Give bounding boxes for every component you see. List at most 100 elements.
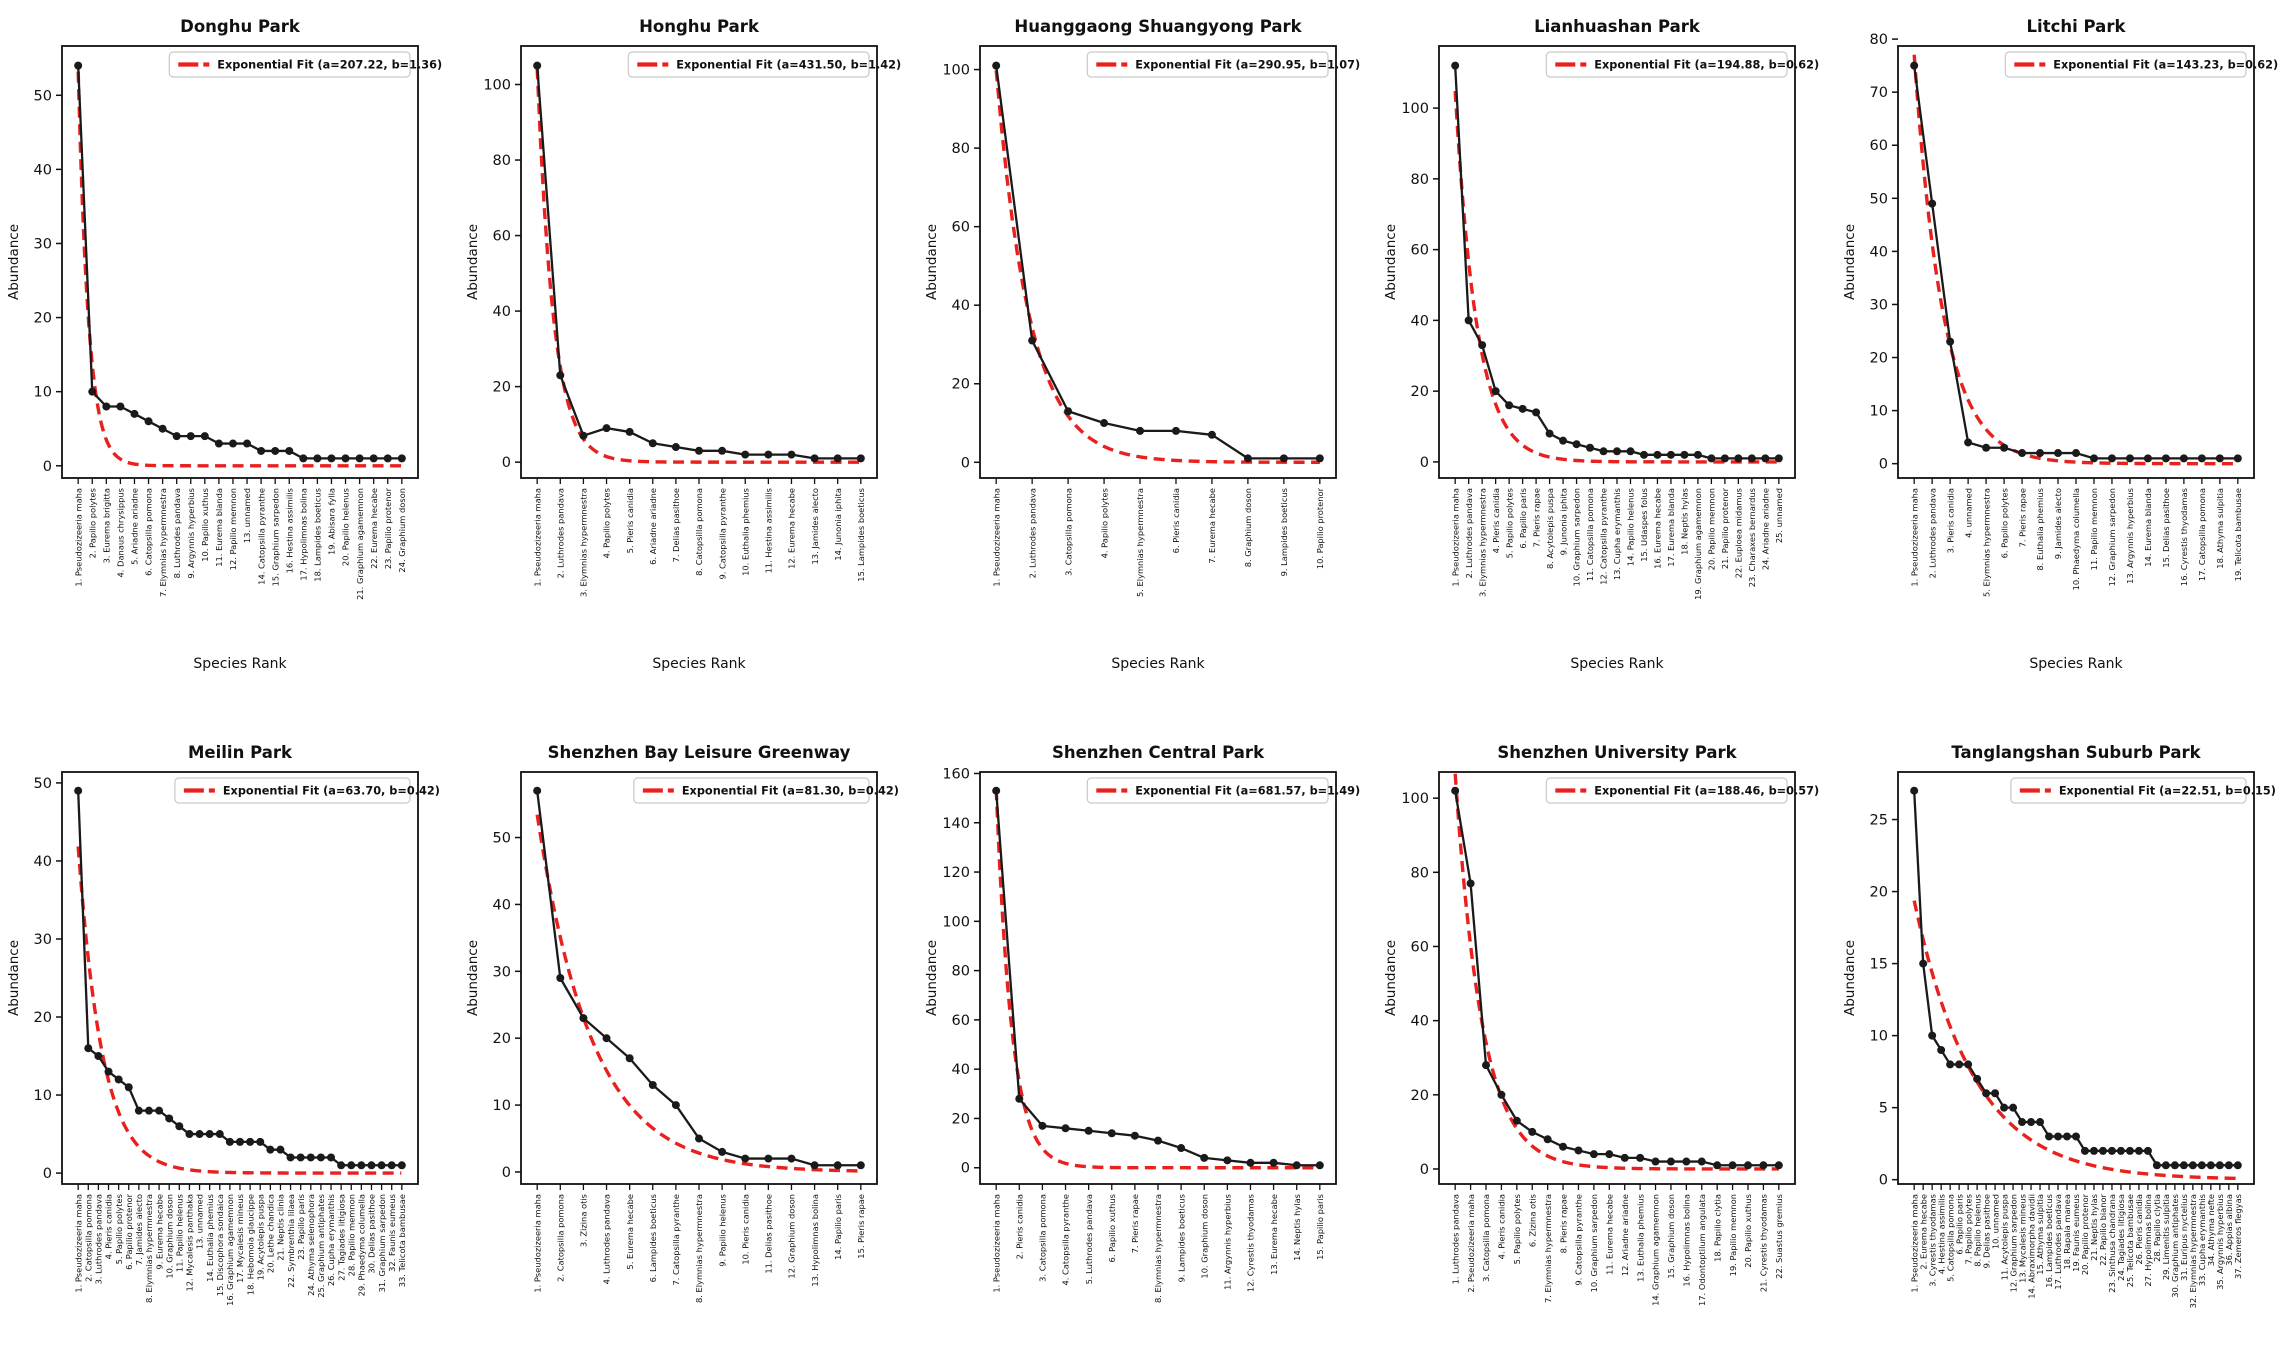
data-point [74, 61, 83, 70]
y-tick-label: 40 [493, 897, 511, 913]
y-tick-label: 80 [1411, 172, 1429, 188]
species-tick-label: 7. Jamides alecto [134, 1194, 144, 1265]
data-point [1697, 1157, 1706, 1166]
data-point [1964, 1059, 1973, 1068]
species-tick-label: 9. Papilio helenus [717, 1194, 727, 1267]
species-tick-label: 16. Graphium agamemnon [225, 1194, 235, 1306]
data-series [533, 786, 865, 1169]
species-tick-label: 13. Jamides alecto [810, 488, 820, 564]
species-tick-label: 5. Elymnias hypermnestra [1981, 488, 1991, 597]
species-tick-label: 20. Papilio memnon [1707, 488, 1717, 570]
subplot-title: Lianhuashan Park [1534, 17, 1701, 36]
data-point [1680, 450, 1689, 459]
subplot-donghu-park: Donghu Park 0 10 20 30 40 50 Abundance 1. Pseudo… [0, 0, 459, 683]
y-tick-label: 0 [1420, 1161, 1429, 1177]
data-point [2152, 1160, 2161, 1169]
species-tick-label: 27. Hypolimnas bolina [2143, 1194, 2153, 1287]
species-tick-label: 7. Catopsilla pyranthe [671, 1194, 681, 1286]
species-tick-label: 8. Elymnias hypermnestra [694, 1194, 704, 1303]
data-point [1084, 1126, 1093, 1135]
legend-box [627, 51, 870, 78]
species-tick-label: 6. Ariadne ariadne [648, 488, 658, 565]
species-tick-label: 13. Mycalesis mineus [2017, 1194, 2027, 1283]
species-tick-label: 25. unnamed [1774, 488, 1784, 543]
y-axis-label: Abundance [1842, 939, 1858, 1015]
species-tick-label: 5. Luthrodes pandava [1084, 1194, 1094, 1284]
data-point [357, 1160, 366, 1169]
species-tick-label: 6. Papilio paris [1954, 1194, 1964, 1255]
species-tick-label: 14. Graphium agamemnon [1651, 1194, 1661, 1306]
x-axis: 1. Luthrodes pandava 2. Pseudozizeeria ma… [1450, 1183, 1784, 1306]
data-point [1497, 1090, 1506, 1099]
data-point [286, 1152, 295, 1161]
species-tick-label: 2. Papilio polytes [87, 488, 97, 558]
data-point [158, 424, 167, 433]
y-tick-label: 60 [952, 220, 970, 236]
species-tick-label: 8. Papilio helenus [1972, 1194, 1982, 1267]
species-tick-label: 9. Catopsilla pyranthe [1574, 1194, 1584, 1286]
data-point [2116, 1146, 2125, 1155]
data-point [1728, 1160, 1737, 1169]
y-tick-label: 0 [1879, 1172, 1888, 1188]
species-tick-label: 24. Tagiades litigiosa [2116, 1194, 2126, 1281]
data-point [810, 454, 819, 463]
species-tick-label: 13. Euthalia phemius [1635, 1194, 1645, 1282]
species-tick-label: 5. Pieris canidia [625, 488, 635, 553]
species-tick-label: 19. Acytolepis puspa [255, 1194, 265, 1280]
species-tick-label: 13. unnamed [242, 488, 252, 543]
data-point [1200, 1153, 1209, 1162]
legend-label: Exponential Fit (a=681.57, b=1.49) [1135, 784, 1360, 797]
data-point [833, 454, 842, 463]
y-tick-label: 40 [1870, 244, 1888, 260]
data-point [2206, 1160, 2215, 1169]
species-tick-label: 7. Eurema hecabe [1207, 488, 1217, 564]
subplot-canvas-meilin-park: Meilin Park 0 10 20 30 40 50 Abundance 1. Pseudo… [6, 743, 440, 1306]
data-point [397, 454, 406, 463]
legend-box [1086, 51, 1329, 78]
data-point [1478, 341, 1487, 350]
data-point [1545, 429, 1554, 438]
species-tick-label: 1. Pseudozizeeria maha [532, 488, 542, 587]
data-point [104, 1067, 113, 1076]
data-point [1572, 440, 1581, 449]
species-tick-label: 25. Graphium antiphates [316, 1194, 326, 1298]
species-tick-label: 8. Acytolepis puspa [1545, 488, 1555, 569]
data-point [271, 446, 280, 455]
species-tick-label: 12. Catopsilla pyranthe [1599, 488, 1609, 585]
species-tick-label: 8. Elymnias hypermnestra [1153, 1194, 1163, 1303]
species-tick-label: 29. Phaedyma columella [357, 1194, 367, 1296]
data-point [327, 454, 336, 463]
legend-box [174, 776, 411, 804]
data-point [2197, 454, 2206, 463]
y-tick-label: 20 [1411, 384, 1429, 400]
subplot-canvas-shenzhen-university-park: Shenzhen University Park 0 20 40 60 80 100 Abun… [1383, 743, 1819, 1306]
species-tick-label: 21. Cyrestis thyodamas [1759, 1194, 1769, 1292]
data-line [1454, 790, 1779, 1166]
species-tick-label: 4. Pieris canidia [104, 1194, 114, 1259]
data-point [215, 1129, 224, 1138]
species-tick-label: 9. Delias pasithoe [1981, 1194, 1991, 1268]
legend: Exponential Fit (a=681.57, b=1.49) [1086, 776, 1360, 804]
data-point [341, 454, 350, 463]
data-point [1639, 450, 1648, 459]
subplot-canvas-donghu-park: Donghu Park 0 10 20 30 40 50 Abundance 1. Pseudo… [6, 17, 442, 672]
data-point [1464, 316, 1473, 325]
subplot-lianhuashan-park: Lianhuashan Park 0 20 40 60 80 100 Abundance 1. … [1377, 0, 1836, 683]
data-point [1451, 61, 1460, 70]
species-tick-label: 4. unnamed [1963, 488, 1973, 538]
subplot-canvas-honghu-park: Honghu Park 0 20 40 60 80 100 Abundance 1. Pseud… [465, 17, 901, 672]
x-axis: 1. Pseudozizeeria maha 2. Catopsilla pomo… [532, 1183, 866, 1303]
y-tick-label: 60 [1870, 138, 1888, 154]
data-point [1720, 454, 1729, 463]
data-point [243, 439, 252, 448]
data-point [648, 1080, 657, 1089]
data-series [74, 786, 406, 1169]
data-point [2161, 1160, 2170, 1169]
species-tick-label: 28. Papilio clytia [2152, 1194, 2162, 1262]
data-point [1107, 1128, 1116, 1137]
data-point [2233, 1160, 2242, 1169]
data-point [625, 1053, 634, 1062]
data-point [533, 786, 542, 795]
species-tick-label: 17. Hypolimnas bolina [299, 488, 309, 581]
species-tick-label: 18. Neptis hylas [1680, 488, 1690, 555]
